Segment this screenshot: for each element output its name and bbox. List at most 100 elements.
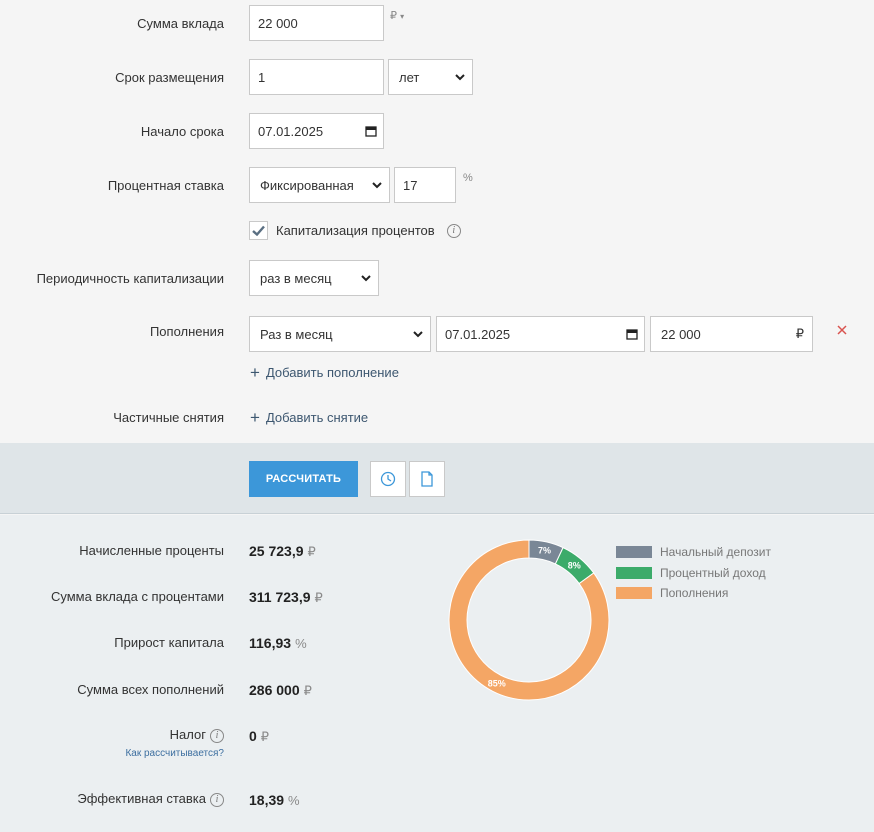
total-top-ups-number: 286 000 <box>249 682 300 698</box>
top-up-amount-input[interactable]: 22 000 ₽ <box>650 316 813 352</box>
chevron-down-icon <box>372 182 382 189</box>
top-up-currency: ₽ <box>795 326 804 341</box>
accrued-interest-label: Начисленные проценты <box>79 543 224 558</box>
term-label: Срок размещения <box>115 70 224 85</box>
distribution-donut-chart: 7% 8% 85% <box>448 539 610 701</box>
legend-swatch <box>616 546 652 558</box>
tax-number: 0 <box>249 728 257 744</box>
deposit-form: Сумма вклада 22 000 ₽ ▾ Срок размещения … <box>36 5 850 426</box>
term-unit-value: лет <box>399 69 420 85</box>
rate-label: Процентная ставка <box>107 178 224 193</box>
withdrawals-label: Частичные снятия <box>113 410 224 425</box>
effective-rate-value: 18,39% <box>249 792 300 808</box>
info-icon[interactable]: i <box>210 728 224 743</box>
legend-swatch <box>616 587 652 599</box>
deposit-amount-value: 22 000 <box>258 15 298 31</box>
rate-value: 17 <box>403 177 418 193</box>
effective-rate-label: Эффективная ставка i <box>77 791 224 807</box>
total-with-interest-label: Сумма вклада с процентами <box>51 589 224 604</box>
info-icon[interactable]: i <box>210 792 224 807</box>
checkmark-icon <box>252 225 265 236</box>
capital-growth-label: Прирост капитала <box>114 635 224 650</box>
plus-icon: + <box>250 363 260 382</box>
tax-value: 0 ₽ <box>249 728 269 745</box>
legend-item-initial: Начальный депозит <box>616 545 771 559</box>
total-top-ups-value: 286 000 ₽ <box>249 682 312 699</box>
cap-period-select[interactable]: раз в месяц <box>249 260 379 296</box>
slice-value-label: 8% <box>568 560 581 570</box>
slice-top-ups <box>448 539 610 701</box>
deposit-amount-input[interactable]: 22 000 <box>249 5 384 41</box>
term-input[interactable]: 1 <box>249 59 384 95</box>
accrued-interest-value: 25 723,9 ₽ <box>249 543 316 560</box>
document-icon <box>421 471 433 487</box>
start-date-input[interactable]: 07.01.2025 <box>249 113 384 149</box>
start-date-label: Начало срока <box>140 124 224 139</box>
cap-period-label: Периодичность капитализации <box>36 271 224 286</box>
top-up-amount-value: 22 000 <box>661 326 701 342</box>
legend-label: Начальный депозит <box>660 545 771 559</box>
start-date-value: 07.01.2025 <box>258 123 324 139</box>
legend-label: Процентный доход <box>660 566 766 580</box>
total-top-ups-unit: ₽ <box>303 683 312 698</box>
capital-growth-number: 116,93 <box>249 635 292 651</box>
clock-icon <box>380 471 396 487</box>
effective-rate-number: 18,39 <box>249 792 285 808</box>
effective-rate-label-text: Эффективная ставка <box>77 791 206 806</box>
chevron-down-icon <box>413 331 423 338</box>
results-panel: Начисленные проценты 25 723,9 ₽ Сумма вкл… <box>0 515 874 832</box>
accrued-interest-number: 25 723,9 <box>249 543 304 559</box>
top-up-period-value: Раз в месяц <box>260 326 333 342</box>
add-withdrawal-link[interactable]: + Добавить снятие <box>250 409 368 426</box>
tax-unit: ₽ <box>260 729 270 744</box>
calculate-button[interactable]: РАССЧИТАТЬ <box>249 461 358 497</box>
capitalization-row: Капитализация процентов i <box>249 221 461 240</box>
legend-item-interest: Процентный доход <box>616 566 766 580</box>
add-withdrawal-label: Добавить снятие <box>265 410 369 425</box>
top-up-date-input[interactable]: 07.01.2025 <box>436 316 645 352</box>
add-top-up-label: Добавить пополнение <box>265 365 399 380</box>
deposit-amount-label: Сумма вклада <box>137 16 224 31</box>
add-top-up-link[interactable]: + Добавить пополнение <box>250 364 399 381</box>
top-up-date-value: 07.01.2025 <box>445 326 511 342</box>
effective-rate-unit: % <box>288 793 300 808</box>
top-up-period-select[interactable]: Раз в месяц <box>249 316 431 352</box>
caret-down-icon: ▾ <box>400 12 405 21</box>
tax-label-text: Налог <box>169 727 206 742</box>
plus-icon: + <box>250 408 260 427</box>
history-button[interactable] <box>370 461 406 497</box>
calendar-icon[interactable] <box>626 328 638 340</box>
accrued-interest-unit: ₽ <box>307 544 316 559</box>
capital-growth-unit: % <box>295 636 307 651</box>
rate-type-select[interactable]: Фиксированная <box>249 167 390 203</box>
legend-swatch <box>616 567 652 579</box>
rate-unit: % <box>463 172 473 184</box>
total-with-interest-unit: ₽ <box>314 590 323 605</box>
term-value: 1 <box>258 69 266 85</box>
currency-dropdown[interactable]: ₽ ▾ <box>390 9 404 22</box>
rate-input[interactable]: 17 <box>394 167 456 203</box>
rate-type-value: Фиксированная <box>260 177 354 193</box>
capital-growth-value: 116,93% <box>249 635 307 651</box>
currency-symbol: ₽ <box>390 10 397 22</box>
slice-value-label: 85% <box>488 678 506 688</box>
document-button[interactable] <box>409 461 445 497</box>
chevron-down-icon <box>455 74 465 81</box>
legend-label: Пополнения <box>660 586 729 600</box>
tax-label: Налог i <box>170 727 224 743</box>
top-ups-label: Пополнения <box>149 324 224 339</box>
legend-item-top-ups: Пополнения <box>616 586 728 600</box>
capitalization-label: Капитализация процентов <box>276 223 435 238</box>
calendar-icon[interactable] <box>365 125 377 137</box>
info-icon[interactable]: i <box>446 223 461 238</box>
capitalization-checkbox[interactable] <box>249 221 268 240</box>
slice-value-label: 7% <box>538 546 551 556</box>
cap-period-value: раз в месяц <box>260 270 332 286</box>
remove-top-up-icon[interactable] <box>836 324 850 338</box>
total-top-ups-label: Сумма всех пополнений <box>77 682 224 697</box>
total-with-interest-value: 311 723,9 ₽ <box>249 589 323 606</box>
tax-howto-link[interactable]: Как рассчитывается? <box>125 748 224 759</box>
term-unit-select[interactable]: лет <box>388 59 473 95</box>
chevron-down-icon <box>361 275 371 282</box>
total-with-interest-number: 311 723,9 <box>249 589 311 605</box>
